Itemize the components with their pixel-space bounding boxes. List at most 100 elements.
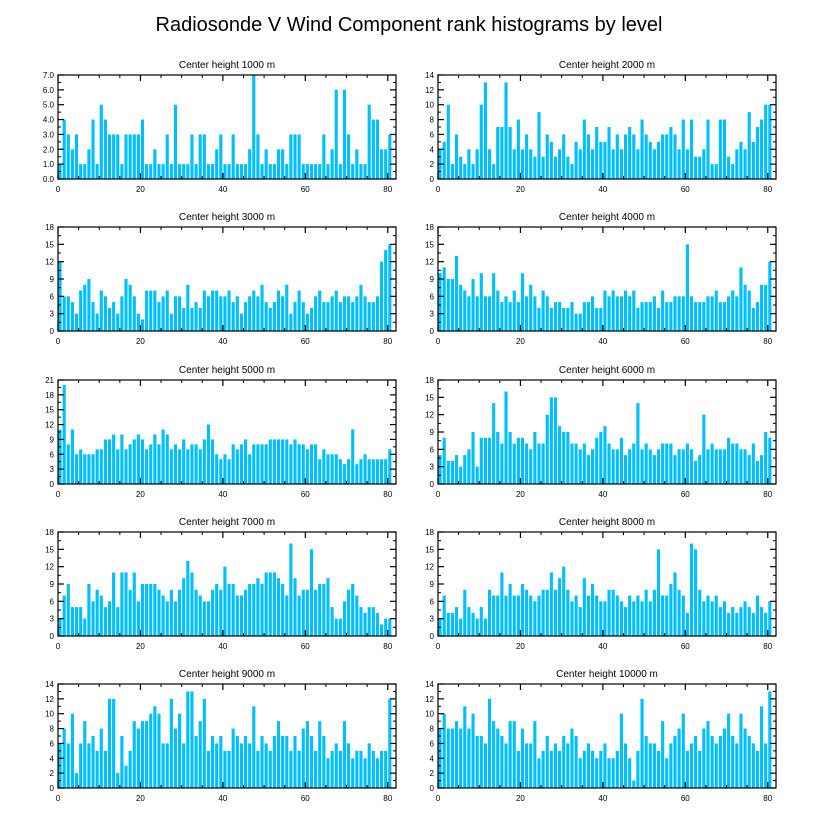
chart-panel: Center height 2000 m 0 20 40 60 80 0 2 4 6 8 10 12 14 [425,60,777,194]
bar [537,112,541,179]
bar [471,164,475,179]
bar [145,721,149,788]
bar [281,439,285,484]
bar [520,149,525,179]
bar [375,612,380,636]
bar [603,141,607,179]
bar [714,449,718,484]
y-tick-label: 9 [430,428,435,437]
bar [751,141,755,179]
bar [492,164,496,179]
bar [566,432,570,484]
bar [698,455,702,484]
bar [252,584,256,636]
bar [178,164,182,179]
x-tick-label: 0 [436,337,441,346]
bar [599,307,603,331]
bar [116,134,120,179]
bar [182,439,186,484]
bar [66,134,70,179]
bar [318,584,322,636]
x-tick-label: 0 [436,642,441,651]
bar [99,449,103,484]
bar [545,296,549,331]
bar [595,758,599,788]
bar [681,296,685,331]
bar [760,455,764,484]
bar [363,454,367,484]
bar [107,439,112,484]
bar [182,307,186,331]
bar [768,691,772,788]
bar [689,449,694,484]
bar [342,296,347,331]
bar [79,290,83,331]
bar [95,449,99,484]
bar [685,750,689,788]
x-tick-label: 80 [763,185,772,194]
bar [694,156,698,179]
bar [689,119,694,179]
bar [446,728,450,788]
chart-panel: Center height 4000 m 0 20 40 60 80 0 3 6 9 12 15 18 [425,212,777,346]
x-tick-label: 60 [301,337,310,346]
bar [285,439,289,484]
y-tick-label: 12 [425,695,434,704]
bar [751,307,755,331]
bar [504,743,508,788]
bar [79,449,83,484]
bar [145,449,149,484]
bar [500,736,504,788]
bar [243,302,248,331]
bar [661,290,665,331]
bar [471,279,475,331]
bar [219,459,223,484]
bar [574,736,578,788]
bar [235,164,239,179]
bar [215,290,219,331]
y-tick-label: 1.0 [43,160,55,169]
bar [268,439,272,484]
bar [297,290,301,331]
bar [215,743,219,788]
bar [644,589,648,636]
bar [677,728,681,788]
bar [380,624,384,636]
bar [248,296,252,331]
bar [483,618,487,636]
y-tick-label: 3 [50,465,55,474]
bar [219,296,223,331]
bar [124,765,128,788]
bar [640,698,644,788]
bar [87,743,91,788]
bar [223,566,227,636]
bar [739,141,743,179]
bar [623,290,628,331]
bar [545,589,549,636]
y-tick-label: 12 [425,411,434,420]
bar [83,284,87,331]
bar [599,601,603,636]
bar [124,134,128,179]
bar [516,595,520,636]
bar [91,736,95,788]
bar [760,607,764,636]
y-tick-label: 4.0 [43,116,55,125]
bar [718,302,722,331]
bar [578,313,582,331]
x-tick-label: 0 [56,642,61,651]
bar [74,134,79,179]
bar [268,572,272,636]
bar [70,607,74,636]
bar [710,296,714,331]
bar [442,141,446,179]
bar [735,149,739,179]
bar [652,589,656,636]
bar [243,164,248,179]
bar [512,443,516,484]
bar [735,296,739,331]
y-tick-label: 0 [430,784,435,793]
bar [132,296,136,331]
bar [103,607,107,636]
y-tick-label: 8 [430,116,435,125]
